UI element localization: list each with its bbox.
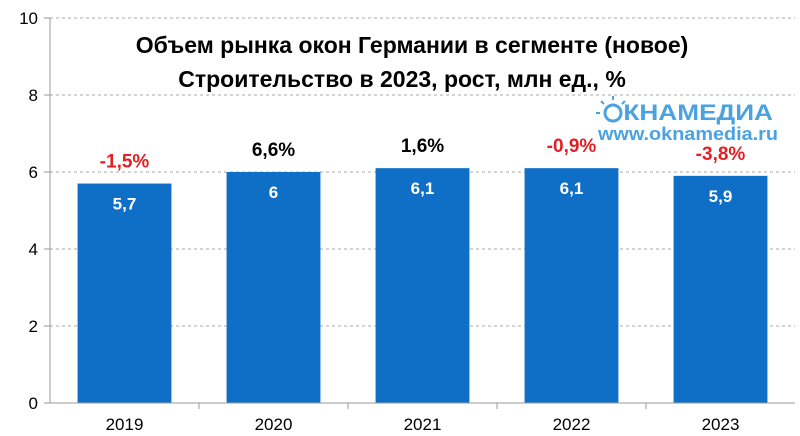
growth-label: 6,6% xyxy=(252,140,295,161)
x-tick-label: 2023 xyxy=(702,415,740,434)
y-tick-label: 0 xyxy=(29,394,38,413)
x-tick-label: 2020 xyxy=(255,415,293,434)
growth-label: 1,6% xyxy=(401,136,444,157)
chart-title-line-2: Строительство в 2023, рост, млн ед., % xyxy=(178,66,626,92)
y-tick-label: 4 xyxy=(29,240,38,259)
y-axis-ticks: 0 2 4 6 8 10 xyxy=(19,9,50,413)
x-tick-label: 2022 xyxy=(553,415,591,434)
bar xyxy=(226,172,321,403)
bar-value-label: 6,1 xyxy=(411,179,435,198)
growth-label: -1,5% xyxy=(100,152,150,173)
watermark-logo: О КНАМЕДИА www.oknamedia.ru xyxy=(596,96,778,144)
y-tick-label: 6 xyxy=(29,163,38,182)
bar xyxy=(375,168,470,403)
bar xyxy=(673,175,768,403)
growth-label: -3,8% xyxy=(696,144,746,165)
watermark-brand: О КНАМЕДИА xyxy=(603,100,773,125)
x-axis-ticks: 2019 2020 2021 2022 2023 xyxy=(106,403,740,434)
bar-value-label: 5,9 xyxy=(709,187,733,206)
bar-value-label: 6 xyxy=(269,183,278,202)
bar xyxy=(524,168,619,403)
bar-value-label: 6,1 xyxy=(560,179,584,198)
y-tick-label: 10 xyxy=(19,9,38,28)
bar-value-label: 5,7 xyxy=(113,195,137,214)
bar xyxy=(77,183,172,403)
sun-icon xyxy=(596,96,630,123)
chart-title-line-1: Объем рынка окон Германии в сегменте (но… xyxy=(136,32,689,58)
y-tick-label: 2 xyxy=(29,317,38,336)
x-tick-label: 2021 xyxy=(404,415,442,434)
growth-label: -0,9% xyxy=(547,136,597,157)
watermark-url: www.oknamedia.ru xyxy=(597,124,778,144)
y-tick-label: 8 xyxy=(29,86,38,105)
bars: 5,7 -1,5% 6 6,6% 6,1 1,6% 6,1 -0,9% 5,9 -3,8% xyxy=(77,136,768,403)
x-tick-label: 2019 xyxy=(106,415,144,434)
